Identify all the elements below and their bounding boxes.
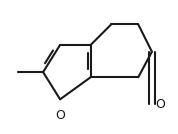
Text: O: O [155, 98, 165, 111]
Text: O: O [55, 109, 65, 122]
